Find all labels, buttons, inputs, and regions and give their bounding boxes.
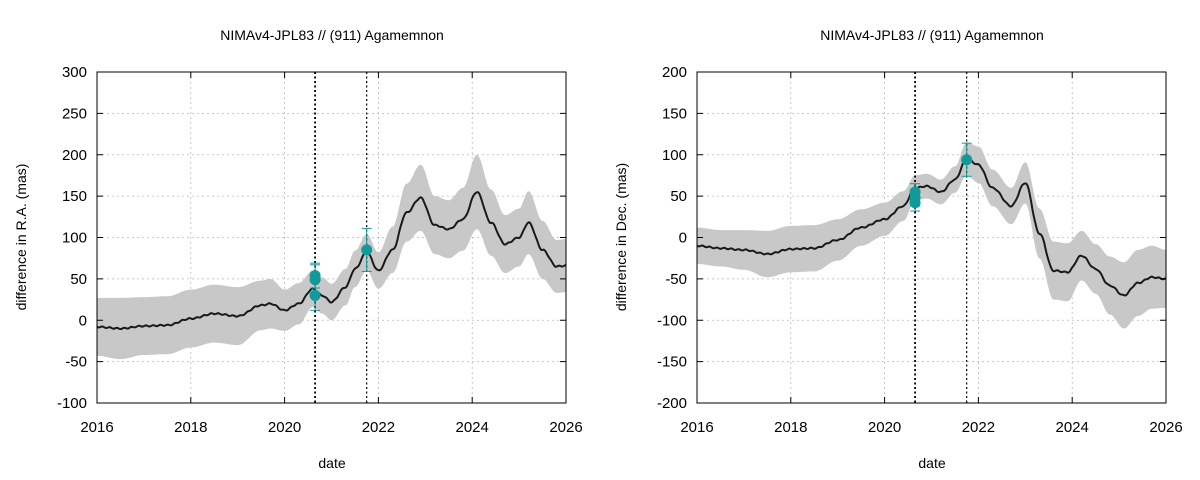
y-tick-label: 150 — [662, 105, 687, 122]
y-tick-label: 0 — [679, 230, 687, 247]
chart-dec: NIMAv4-JPL83 // (911) Agamemnon date dif… — [613, 27, 1183, 471]
y-tick-label: 0 — [79, 312, 87, 329]
y-tick-label: -200 — [657, 395, 687, 412]
y-tick-label: 200 — [62, 147, 87, 164]
x-tick-label: 2024 — [456, 419, 489, 436]
x-tick-label: 2016 — [680, 419, 713, 436]
difference-line — [697, 158, 1166, 297]
y-tick-label: -50 — [665, 271, 687, 288]
x-tick-label: 2018 — [174, 419, 207, 436]
y-tick-label: -50 — [65, 354, 87, 371]
y-tick-label: 50 — [70, 271, 87, 288]
chart-title: NIMAv4-JPL83 // (911) Agamemnon — [820, 27, 1044, 43]
y-tick-label: 100 — [662, 147, 687, 164]
y-tick-label: 300 — [62, 64, 87, 81]
difference-line — [97, 191, 566, 331]
uncertainty-band — [97, 154, 566, 360]
x-tick-label: 2020 — [868, 419, 901, 436]
x-tick-label: 2022 — [362, 419, 395, 436]
plot-area: -100 -50 0 50 100 150 200 250 300 2016 2018 2020 202… — [57, 64, 583, 436]
data-point — [961, 154, 973, 166]
data-point — [309, 289, 321, 301]
y-tick-label: 200 — [662, 64, 687, 81]
y-tick-label: 250 — [62, 105, 87, 122]
chart-ra: NIMAv4-JPL83 // (911) Agamemnon date dif… — [13, 27, 583, 471]
x-axis-label: date — [318, 455, 345, 471]
x-tick-label: 2016 — [80, 419, 113, 436]
x-tick-label: 2020 — [268, 419, 301, 436]
x-tick-label: 2022 — [962, 419, 995, 436]
x-tick-label: 2024 — [1056, 419, 1089, 436]
chart-title: NIMAv4-JPL83 // (911) Agamemnon — [220, 27, 444, 43]
y-tick-label: 100 — [62, 230, 87, 247]
data-point — [909, 197, 921, 209]
y-tick-label: -150 — [657, 354, 687, 371]
data-point — [309, 274, 321, 286]
data-point — [361, 244, 373, 256]
x-tick-label: 2018 — [774, 419, 807, 436]
y-tick-label: 150 — [62, 188, 87, 205]
y-axis-label: difference in Dec. (mas) — [613, 163, 629, 311]
x-tick-label: 2026 — [1149, 419, 1182, 436]
y-tick-label: -100 — [657, 312, 687, 329]
x-tick-label: 2026 — [549, 419, 582, 436]
x-axis-label: date — [918, 455, 945, 471]
uncertainty-band — [697, 142, 1166, 329]
y-axis-label: difference in R.A. (mas) — [13, 164, 29, 311]
y-tick-label: 50 — [670, 188, 687, 205]
plot-area: -200 -150 -100 -50 0 50 100 150 200 2016 2018 2020 2… — [657, 64, 1183, 436]
y-tick-label: -100 — [57, 395, 87, 412]
